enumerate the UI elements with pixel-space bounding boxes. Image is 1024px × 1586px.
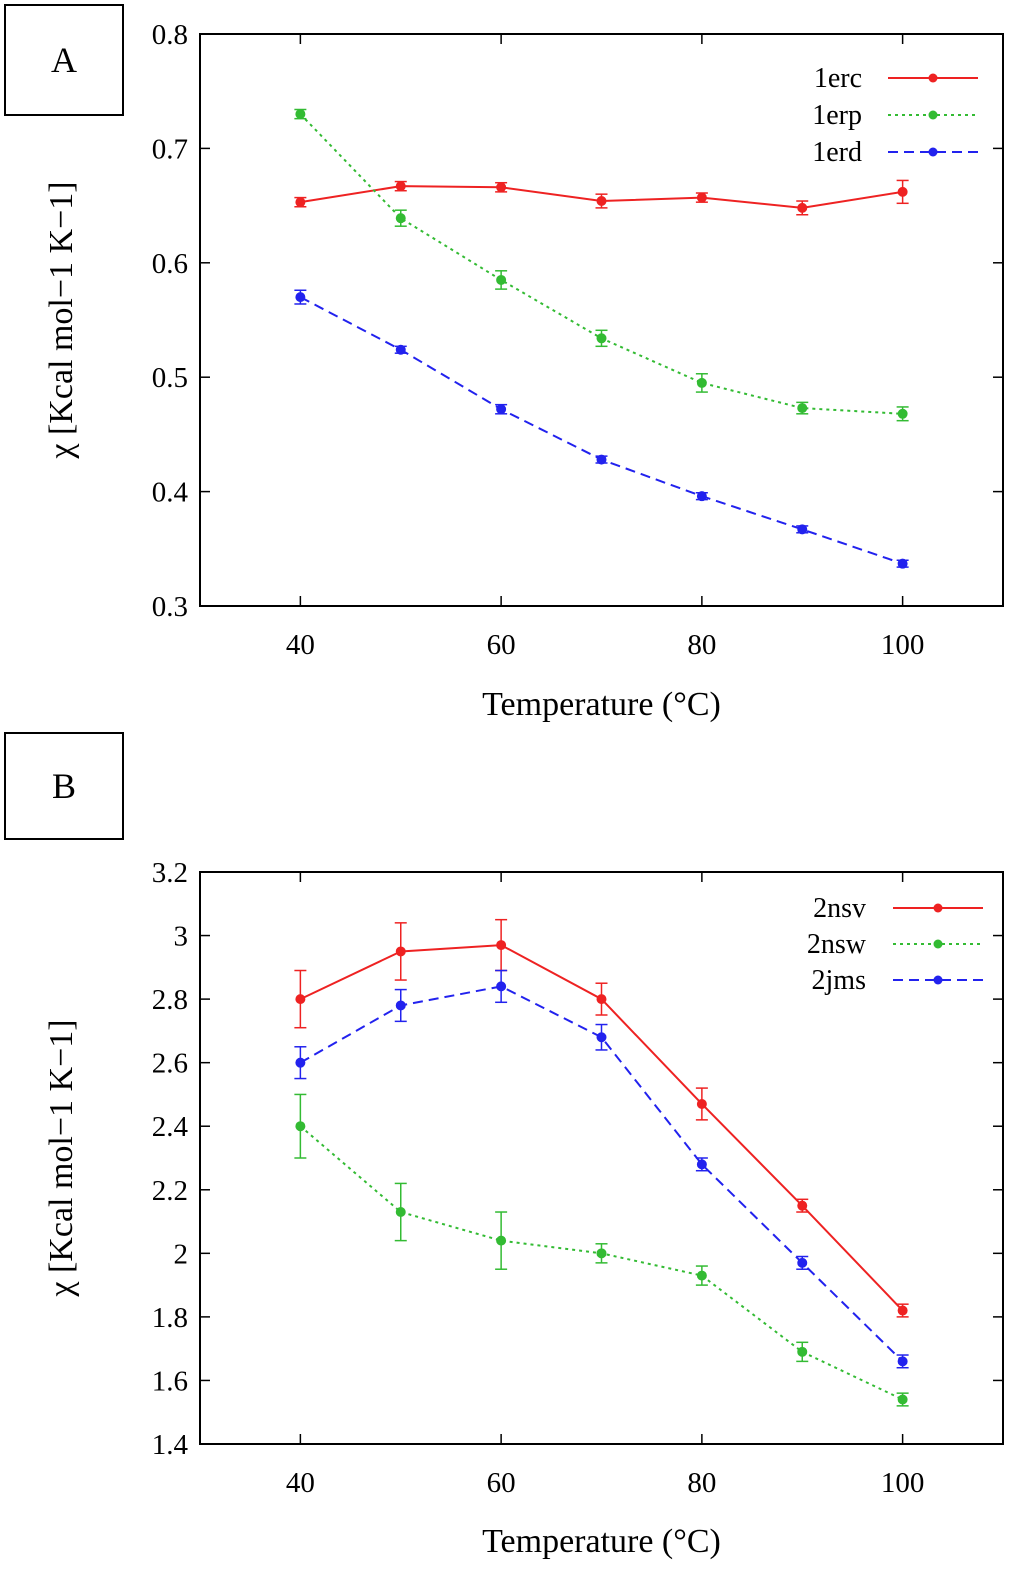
data-point (395, 213, 406, 224)
data-point (696, 1159, 707, 1170)
y-tick-label: 1.4 (152, 1429, 189, 1461)
chart-panel-b: 1.4 1.6 1.8 2 2.2 2.4 2.6 2.8 3 3.2 40 60 80 100 Tempe… (43, 857, 1004, 1560)
data-point (696, 491, 707, 502)
legend-marker (928, 110, 938, 120)
data-point (596, 1248, 607, 1259)
data-point (696, 192, 707, 203)
data-point (797, 403, 808, 414)
series-1erc (294, 179, 909, 216)
legend-marker (928, 147, 938, 157)
data-point (596, 196, 607, 207)
data-point (797, 1200, 808, 1211)
series-2nsv (294, 918, 909, 1318)
data-point (696, 1098, 707, 1109)
data-point (496, 404, 507, 415)
data-point (295, 292, 306, 303)
y-axis-title: χ [Kcal mol−1 K−1] (43, 181, 80, 459)
data-point (897, 1356, 908, 1367)
data-point (897, 558, 908, 569)
y-tick-label: 3 (174, 921, 189, 953)
x-tick-label: 100 (881, 629, 925, 661)
data-point (797, 1346, 808, 1357)
y-tick-label: 2 (174, 1238, 189, 1270)
y-tick-label: 0.5 (152, 362, 188, 394)
y-tick-label: 0.6 (152, 248, 188, 280)
legend-marker (933, 903, 943, 913)
data-point (496, 182, 507, 193)
data-point (395, 1000, 406, 1011)
series-2jms (294, 969, 909, 1369)
data-point (395, 181, 406, 192)
data-point (797, 202, 808, 213)
series-2nsw (294, 1093, 909, 1407)
data-point (596, 454, 607, 465)
data-point (797, 524, 808, 535)
data-point (395, 1207, 406, 1218)
x-tick-label: 60 (487, 1467, 516, 1499)
x-axis-title: Temperature (°C) (482, 1523, 721, 1560)
legend-label: 2jms (812, 965, 866, 996)
data-point (897, 186, 908, 197)
y-tick-label: 2.8 (152, 984, 188, 1016)
legend-marker (933, 939, 943, 949)
data-point (295, 109, 306, 120)
y-tick-label: 2.2 (152, 1175, 188, 1207)
x-axis-title: Temperature (°C) (482, 686, 721, 723)
data-point (496, 940, 507, 951)
data-point (395, 344, 406, 355)
legend-marker (933, 975, 943, 985)
data-point (596, 1032, 607, 1043)
data-point (496, 274, 507, 285)
data-point (897, 408, 908, 419)
x-tick-label: 60 (487, 629, 516, 661)
y-tick-label: 1.6 (152, 1365, 188, 1397)
chart-panel-a: 0.3 0.4 0.5 0.6 0.7 0.8 40 60 80 100 Temperature (… (43, 19, 1004, 723)
data-point (897, 1394, 908, 1405)
series-1erp (294, 108, 909, 422)
data-point (596, 994, 607, 1005)
x-tick-label: 40 (286, 629, 315, 661)
data-point (596, 333, 607, 344)
data-point (797, 1257, 808, 1268)
y-tick-label: 0.4 (152, 477, 189, 509)
data-point (496, 1235, 507, 1246)
y-tick-label: 3.2 (152, 857, 188, 889)
y-axis-title: χ [Kcal mol−1 K−1] (43, 1019, 80, 1297)
legend-marker (928, 73, 938, 83)
series-1erd (294, 289, 909, 569)
panel-b-label: B (4, 732, 124, 840)
data-point (897, 1305, 908, 1316)
y-tick-label: 0.3 (152, 591, 188, 623)
data-point (295, 1121, 306, 1132)
data-point (395, 946, 406, 957)
y-tick-label: 0.7 (152, 133, 188, 165)
y-tick-label: 1.8 (152, 1302, 188, 1334)
data-point (295, 994, 306, 1005)
y-tick-label: 0.8 (152, 19, 188, 51)
plot-frame (199, 33, 1004, 607)
plot-frame (199, 871, 1004, 1445)
data-point (295, 1057, 306, 1068)
y-tick-label: 2.6 (152, 1048, 188, 1080)
y-tick-label: 2.4 (152, 1111, 189, 1143)
data-point (496, 981, 507, 992)
legend-label: 2nsw (807, 929, 867, 960)
data-point (696, 1270, 707, 1281)
legend-label: 1erp (812, 100, 862, 131)
x-tick-label: 40 (286, 1467, 315, 1499)
x-tick-label: 80 (687, 629, 716, 661)
legend-label: 2nsv (813, 893, 866, 924)
panel-a-label: A (4, 4, 124, 116)
x-tick-label: 80 (687, 1467, 716, 1499)
data-point (696, 377, 707, 388)
data-point (295, 197, 306, 208)
legend-label: 1erd (812, 137, 862, 168)
x-tick-label: 100 (881, 1467, 925, 1499)
legend-label: 1erc (814, 63, 862, 94)
